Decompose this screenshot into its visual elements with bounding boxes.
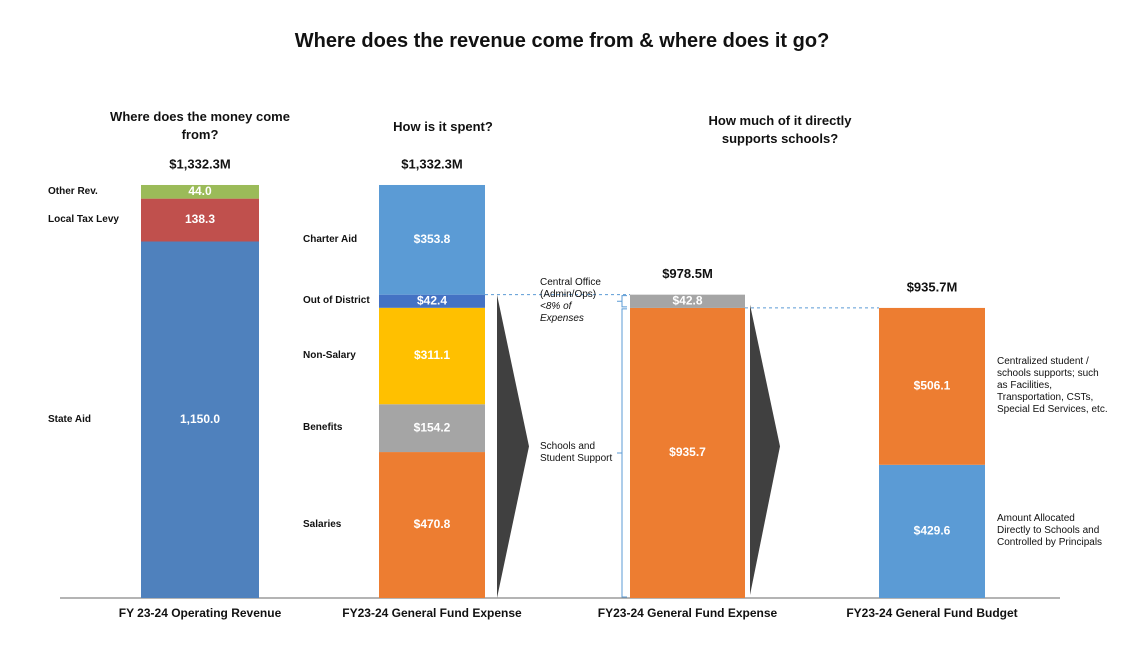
bar-segment <box>141 241 259 598</box>
segment-name: Out of District <box>303 295 383 307</box>
total-label: $1,332.3M <box>169 156 230 171</box>
segment-note: <8% of Expenses <box>540 301 584 325</box>
bar-segment <box>879 307 985 465</box>
column-heading: How much of it directly supports schools… <box>708 113 852 146</box>
segment-name-text: Centralized student / schools supports; … <box>997 356 1108 416</box>
segment-name: Non-Salary <box>303 350 383 362</box>
segment-name-text: Other Rev. <box>48 185 98 197</box>
bar-segment <box>379 404 485 453</box>
segment-name-text: Charter Aid <box>303 233 358 245</box>
value-label: $506.1 <box>914 379 951 393</box>
segment-name: Schools and Student Support <box>540 441 618 465</box>
bar-segment <box>379 184 485 295</box>
segment-name: Other Rev. <box>48 186 133 198</box>
segment-name-text: State Aid <box>48 413 91 425</box>
flow-arrow <box>750 304 780 595</box>
column-label: FY 23-24 Operating Revenue <box>119 606 282 620</box>
total-label: $1,332.3M <box>401 156 462 171</box>
bar-segment <box>379 452 485 598</box>
total-label: $978.5M <box>662 266 713 281</box>
segment-name: Benefits <box>303 422 383 434</box>
segment-name: Central Office (Admin/Ops) <8% of Expense… <box>540 277 618 325</box>
segment-name-text: Schools and Student Support <box>540 440 613 464</box>
value-label: $154.2 <box>414 420 451 434</box>
value-label: $429.6 <box>914 524 951 538</box>
segment-name: Amount Allocated Directly to Schools and… <box>997 513 1109 549</box>
segment-name: Salaries <box>303 519 383 531</box>
value-label: 1,150.0 <box>180 412 220 426</box>
bar-segment <box>379 307 485 405</box>
segment-name-text: Out of District <box>303 295 370 307</box>
value-label: $470.8 <box>414 517 451 531</box>
bar-segment <box>630 294 745 308</box>
value-label: $311.1 <box>414 348 450 362</box>
bar-segment <box>379 294 485 308</box>
brace <box>617 295 627 308</box>
bar-segment <box>141 184 259 199</box>
segment-name-text: Salaries <box>303 519 342 531</box>
value-label: $42.4 <box>417 293 447 307</box>
segment-name-text: Central Office (Admin/Ops) <box>540 277 601 301</box>
value-label: 44.0 <box>188 184 212 198</box>
value-label: $935.7 <box>669 445 706 459</box>
segment-name-text: Local Tax Levy <box>48 214 119 226</box>
segment-name-text: Benefits <box>303 422 343 434</box>
segment-name: Local Tax Levy <box>48 214 133 226</box>
brace <box>617 308 627 598</box>
chart-title: Where does the revenue come from & where… <box>294 30 830 52</box>
segment-name-text: Amount Allocated Directly to Schools and… <box>997 513 1103 549</box>
segment-name: State Aid <box>48 414 133 426</box>
column-label: FY23-24 General Fund Budget <box>846 606 1017 620</box>
segment-name-text: Non-Salary <box>303 350 356 362</box>
segment-name: Centralized student / schools supports; … <box>997 356 1109 416</box>
value-label: 138.3 <box>185 212 215 226</box>
flow-arrow <box>497 294 529 598</box>
column-label: FY23-24 General Fund Expense <box>598 606 778 620</box>
total-label: $935.7M <box>907 279 958 294</box>
value-label: $353.8 <box>414 232 451 246</box>
segment-name: Charter Aid <box>303 234 383 246</box>
column-heading: How is it spent? <box>393 119 493 134</box>
value-label: $42.8 <box>672 293 702 307</box>
column-label: FY23-24 General Fund Expense <box>342 606 522 620</box>
column-heading: Where does the money come from? <box>110 109 290 142</box>
bar-segment <box>630 307 745 598</box>
bar-segment <box>879 464 985 598</box>
bar-segment <box>141 198 259 242</box>
